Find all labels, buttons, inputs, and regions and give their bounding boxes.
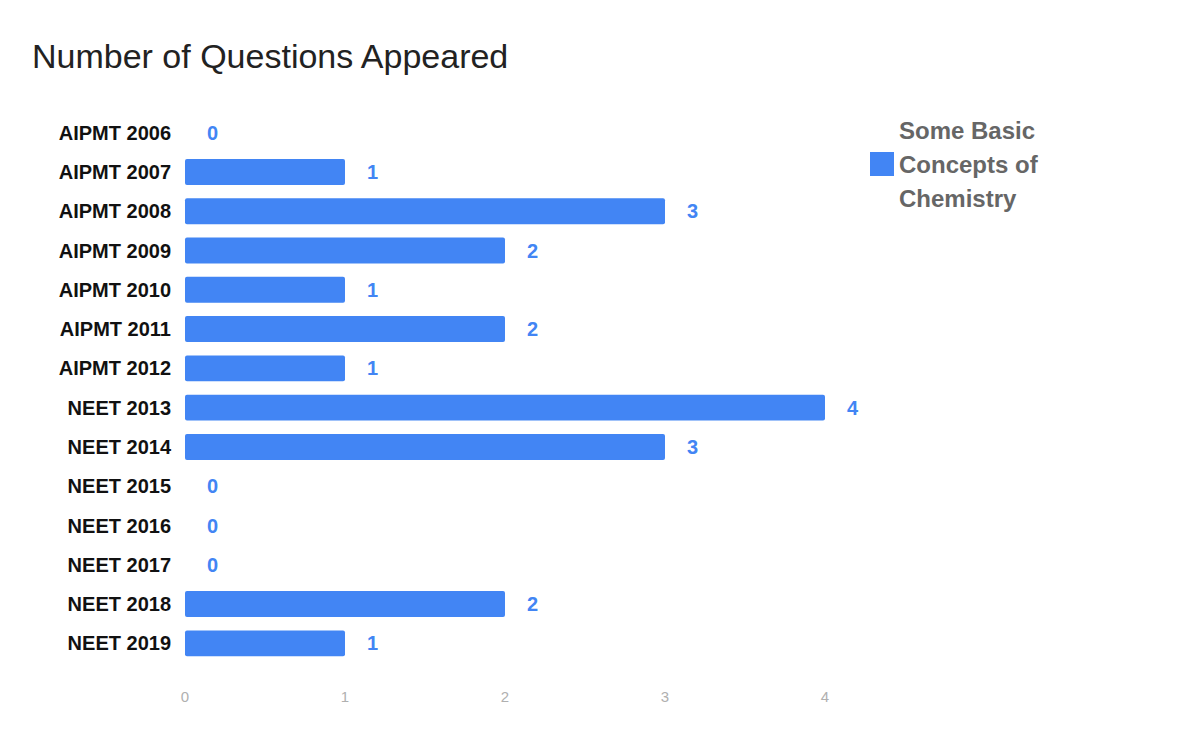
svg-text:NEET 2016: NEET 2016 — [68, 515, 171, 537]
svg-text:3: 3 — [687, 436, 698, 458]
svg-text:1: 1 — [367, 279, 378, 301]
svg-text:NEET 2014: NEET 2014 — [68, 436, 172, 458]
svg-text:1: 1 — [367, 161, 378, 183]
svg-text:1: 1 — [341, 688, 349, 705]
svg-text:AIPMT 2012: AIPMT 2012 — [59, 357, 171, 379]
svg-text:0: 0 — [207, 475, 218, 497]
svg-text:Chemistry: Chemistry — [899, 185, 1017, 212]
svg-text:AIPMT 2008: AIPMT 2008 — [59, 200, 171, 222]
svg-text:2: 2 — [527, 318, 538, 340]
svg-text:NEET 2018: NEET 2018 — [68, 593, 171, 615]
svg-text:3: 3 — [687, 200, 698, 222]
svg-text:NEET 2013: NEET 2013 — [68, 397, 171, 419]
svg-text:0: 0 — [207, 515, 218, 537]
svg-text:2: 2 — [527, 593, 538, 615]
svg-text:AIPMT 2010: AIPMT 2010 — [59, 279, 171, 301]
svg-text:1: 1 — [367, 357, 378, 379]
svg-text:Number of Questions Appeared: Number of Questions Appeared — [32, 37, 508, 75]
svg-text:Some Basic: Some Basic — [899, 117, 1042, 144]
svg-text:NEET 2019: NEET 2019 — [68, 632, 171, 654]
svg-text:AIPMT 2006: AIPMT 2006 — [59, 122, 171, 144]
svg-text:2: 2 — [527, 240, 538, 262]
svg-text:1: 1 — [367, 632, 378, 654]
svg-text:AIPMT 2009: AIPMT 2009 — [59, 240, 171, 262]
svg-text:4: 4 — [821, 688, 829, 705]
svg-text:0: 0 — [207, 122, 218, 144]
svg-text:NEET 2017: NEET 2017 — [68, 554, 171, 576]
svg-text:0: 0 — [207, 554, 218, 576]
svg-text:AIPMT 2007: AIPMT 2007 — [59, 161, 171, 183]
svg-text:NEET 2015: NEET 2015 — [68, 475, 171, 497]
svg-text:AIPMT 2011: AIPMT 2011 — [60, 318, 171, 340]
svg-text:Concepts of: Concepts of — [899, 151, 1044, 178]
svg-text:4: 4 — [847, 397, 859, 419]
svg-text:2: 2 — [501, 688, 509, 705]
svg-text:3: 3 — [661, 688, 669, 705]
svg-text:0: 0 — [181, 688, 189, 705]
